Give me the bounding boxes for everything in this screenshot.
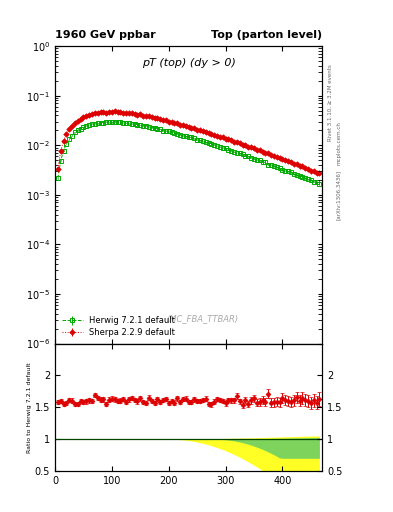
- Text: (MC_FBA_TTBAR): (MC_FBA_TTBAR): [166, 314, 238, 323]
- Text: Rivet 3.1.10, ≥ 3.2M events: Rivet 3.1.10, ≥ 3.2M events: [328, 64, 333, 141]
- Text: [arXiv:1306.3436]: [arXiv:1306.3436]: [336, 169, 341, 220]
- Text: mcplots.cern.ch: mcplots.cern.ch: [336, 121, 341, 165]
- Y-axis label: Ratio to Herwig 7.2.1 default: Ratio to Herwig 7.2.1 default: [27, 362, 32, 453]
- Text: Top (parton level): Top (parton level): [211, 30, 322, 40]
- Legend: Herwig 7.2.1 default, Sherpa 2.2.9 default: Herwig 7.2.1 default, Sherpa 2.2.9 defau…: [59, 314, 178, 339]
- Text: 1960 GeV ppbar: 1960 GeV ppbar: [55, 30, 156, 40]
- Text: pT (top) (dy > 0): pT (top) (dy > 0): [142, 58, 235, 68]
